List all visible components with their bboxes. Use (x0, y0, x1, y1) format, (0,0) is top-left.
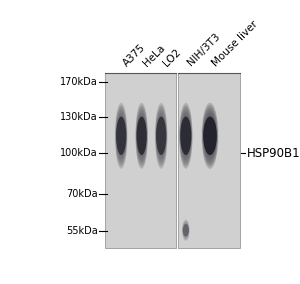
Ellipse shape (181, 115, 191, 156)
Text: Mouse liver: Mouse liver (210, 18, 260, 68)
Ellipse shape (155, 107, 167, 165)
Ellipse shape (136, 105, 148, 167)
Text: NIH/3T3: NIH/3T3 (186, 32, 222, 68)
Ellipse shape (136, 113, 147, 158)
Ellipse shape (155, 103, 167, 169)
Text: A375: A375 (121, 42, 147, 68)
Ellipse shape (135, 103, 148, 169)
Ellipse shape (180, 116, 191, 155)
Ellipse shape (179, 103, 193, 169)
Text: 100kDa: 100kDa (60, 148, 98, 158)
Ellipse shape (180, 107, 192, 165)
Ellipse shape (116, 107, 127, 165)
Ellipse shape (179, 105, 192, 167)
Ellipse shape (204, 115, 216, 156)
Ellipse shape (180, 113, 191, 158)
Ellipse shape (136, 116, 147, 155)
Text: HeLa: HeLa (142, 42, 167, 68)
Ellipse shape (115, 105, 127, 167)
Text: 70kDa: 70kDa (66, 189, 98, 199)
Ellipse shape (156, 111, 166, 160)
Ellipse shape (202, 107, 218, 165)
Text: 55kDa: 55kDa (66, 226, 98, 236)
Ellipse shape (116, 115, 126, 156)
Ellipse shape (202, 109, 217, 162)
Ellipse shape (156, 109, 167, 162)
Ellipse shape (183, 224, 189, 237)
Text: 130kDa: 130kDa (60, 112, 98, 122)
Ellipse shape (203, 116, 217, 155)
Ellipse shape (180, 111, 191, 160)
Ellipse shape (115, 103, 128, 169)
Ellipse shape (136, 109, 147, 162)
Bar (105, 74, 176, 248)
Ellipse shape (203, 113, 217, 158)
Ellipse shape (182, 222, 189, 239)
Ellipse shape (155, 105, 167, 167)
Ellipse shape (156, 113, 166, 158)
Bar (178, 74, 240, 248)
Ellipse shape (182, 220, 190, 240)
Ellipse shape (116, 116, 126, 155)
Ellipse shape (116, 113, 126, 158)
Text: LO2: LO2 (161, 47, 183, 68)
Ellipse shape (136, 107, 147, 165)
Ellipse shape (182, 221, 189, 240)
Ellipse shape (116, 109, 127, 162)
Ellipse shape (180, 109, 192, 162)
Text: 170kDa: 170kDa (60, 77, 98, 87)
Ellipse shape (182, 220, 190, 241)
Ellipse shape (156, 116, 166, 155)
Ellipse shape (203, 111, 217, 160)
Ellipse shape (136, 111, 147, 160)
Ellipse shape (202, 103, 218, 169)
Ellipse shape (202, 105, 218, 167)
Ellipse shape (116, 111, 127, 160)
Text: HSP90B1: HSP90B1 (247, 147, 300, 160)
Ellipse shape (137, 115, 146, 156)
